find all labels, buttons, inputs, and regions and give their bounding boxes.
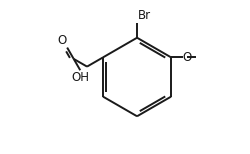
Text: O: O [182, 51, 191, 64]
Text: OH: OH [71, 71, 89, 84]
Text: Br: Br [137, 9, 150, 22]
Text: O: O [57, 34, 66, 47]
